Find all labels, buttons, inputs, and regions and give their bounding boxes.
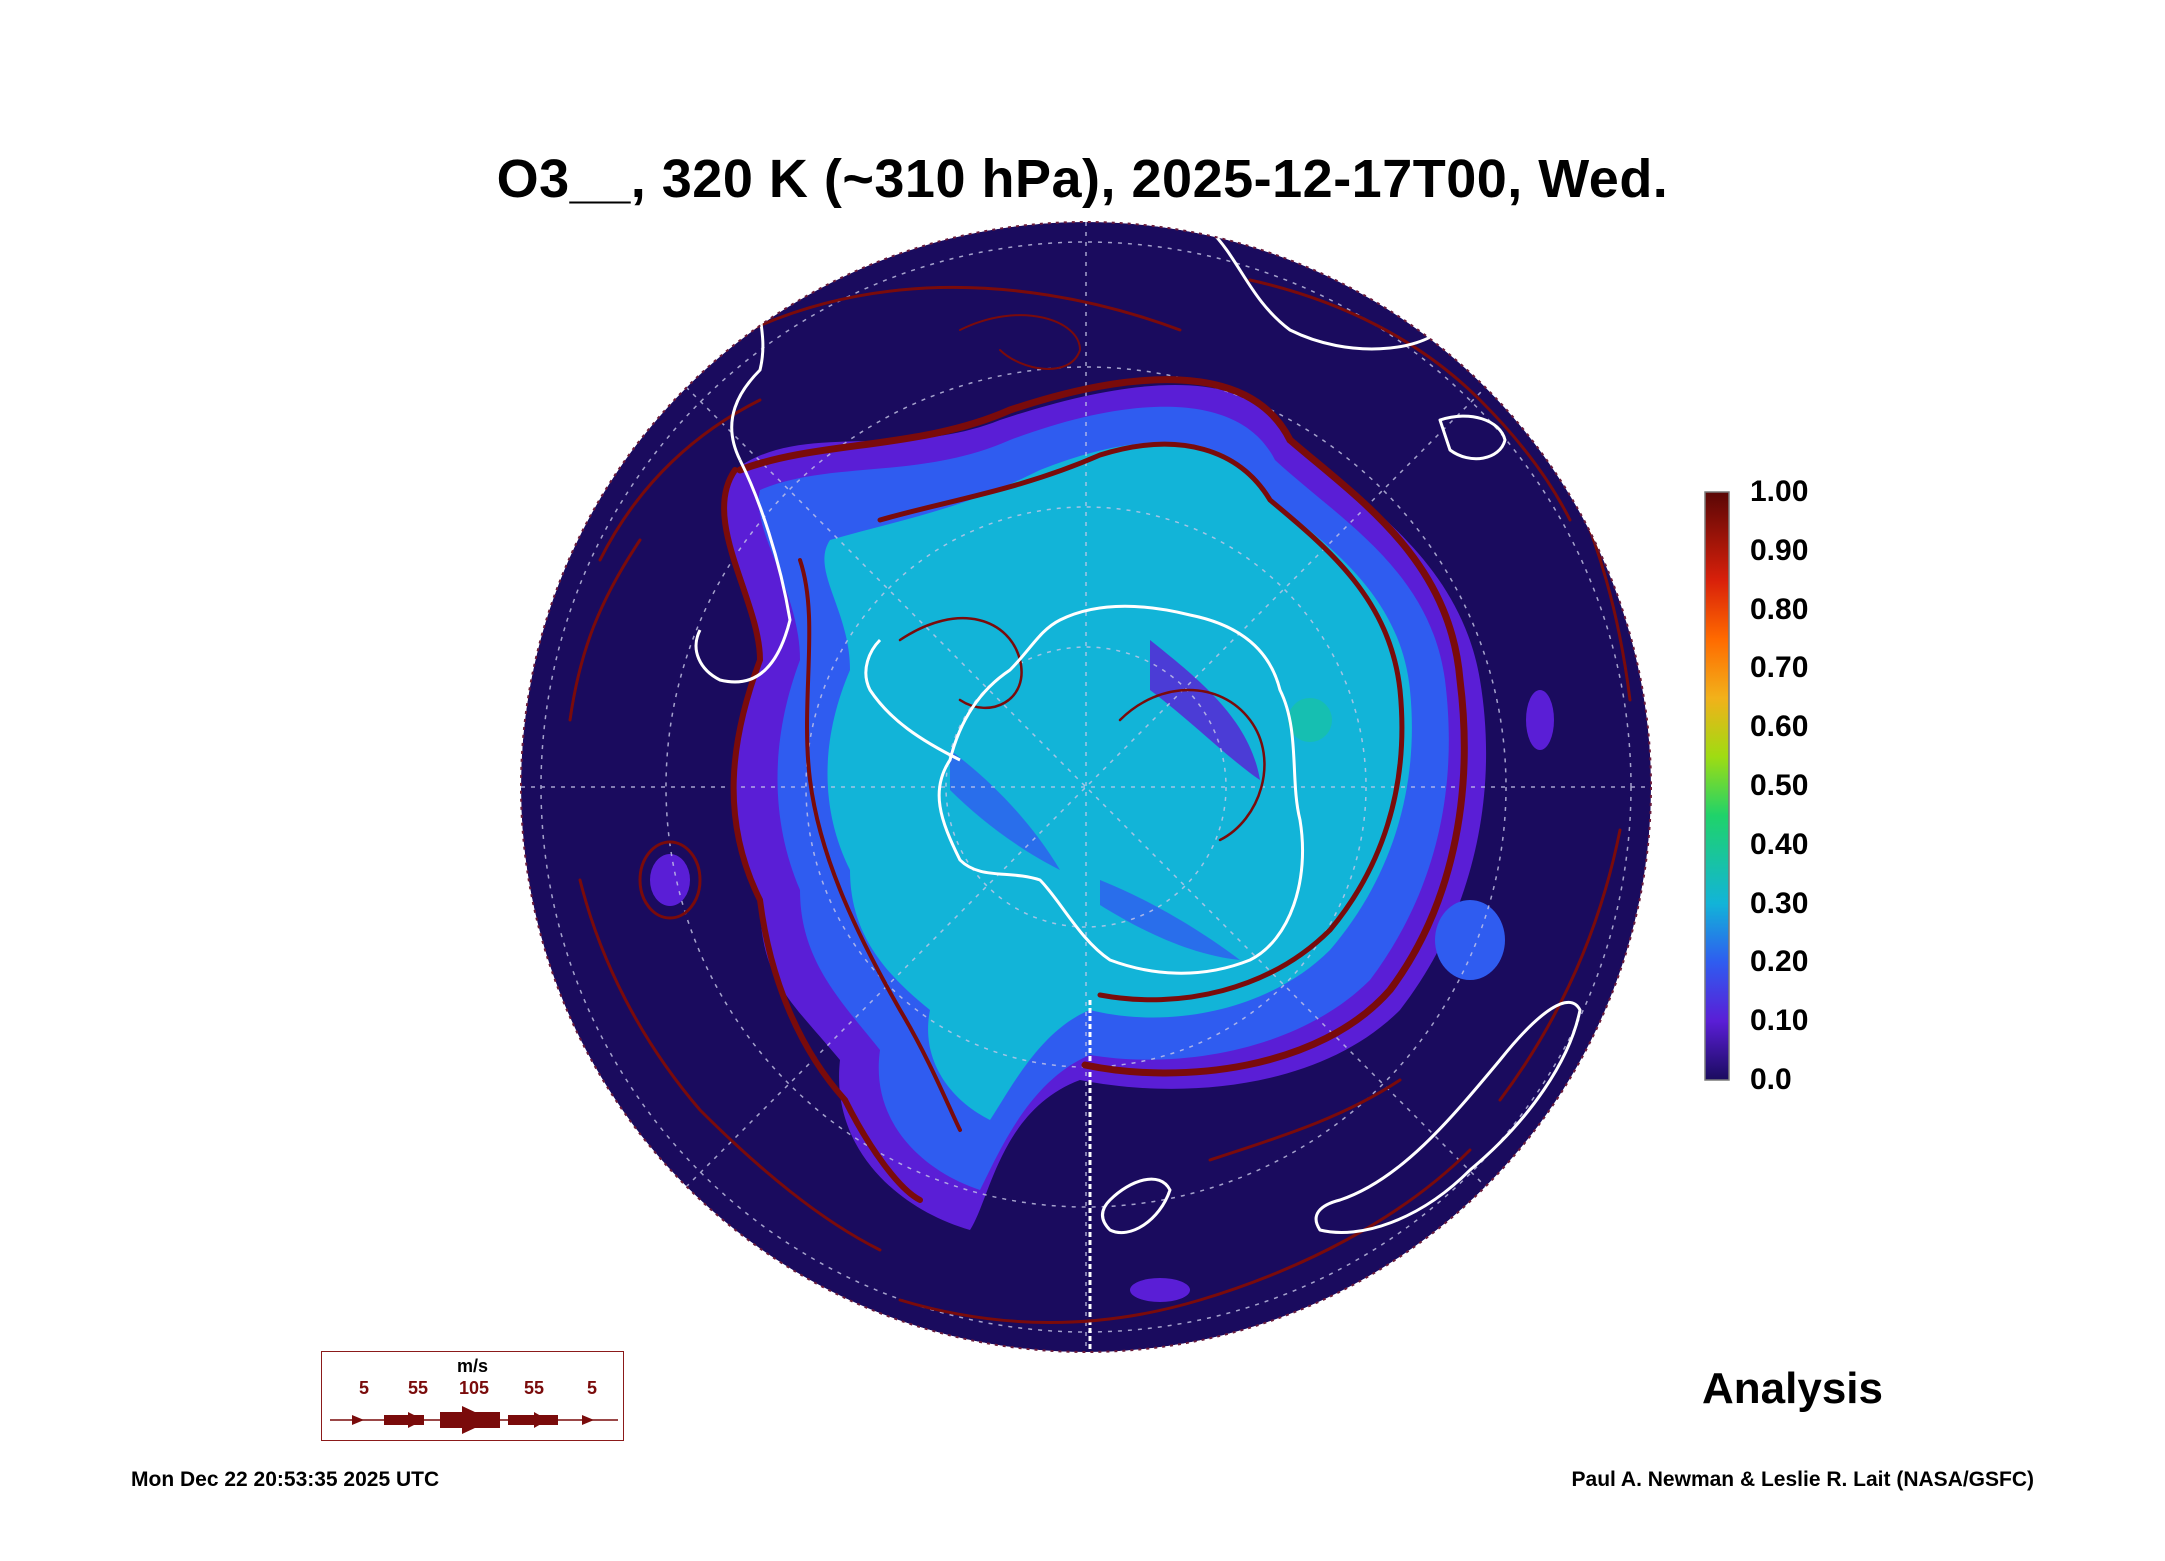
- map-title: O3__, 320 K (~310 hPa), 2025-12-17T00, W…: [496, 149, 1669, 209]
- colorbar-label: 0.20: [1750, 945, 1809, 978]
- analysis-label: Analysis: [1702, 1364, 1883, 1413]
- colorbar-label: 1.00: [1750, 475, 1809, 508]
- wind-legend-value: 5: [586, 1378, 598, 1398]
- wind-legend-units: m/s: [456, 1356, 489, 1376]
- map-border: [520, 221, 1652, 1353]
- colorbar-label: 0.30: [1750, 887, 1809, 920]
- colorbar-label: 0.10: [1750, 1004, 1809, 1037]
- colorbar-label: 0.90: [1750, 534, 1809, 567]
- wind-speed-legend: m/s 5 55 105 55 5: [321, 1351, 624, 1441]
- colorbar: [1704, 491, 1730, 1081]
- wind-legend-value: 55: [523, 1378, 545, 1398]
- colorbar-label: 0.70: [1750, 651, 1809, 684]
- colorbar-label: 0.80: [1750, 593, 1809, 626]
- colorbar-label: 0.0: [1750, 1063, 1792, 1096]
- colorbar-label: 0.50: [1750, 769, 1809, 802]
- wind-legend-value: 5: [358, 1378, 370, 1398]
- colorbar-label: 0.60: [1750, 710, 1809, 743]
- colorbar-label: 0.40: [1750, 828, 1809, 861]
- footer-credit: Paul A. Newman & Leslie R. Lait (NASA/GS…: [1571, 1468, 2034, 1491]
- wind-legend-value: 55: [407, 1378, 429, 1398]
- wind-legend-arrows: [330, 1406, 618, 1434]
- wind-legend-value: 105: [458, 1378, 490, 1398]
- footer-timestamp: Mon Dec 22 20:53:35 2025 UTC: [131, 1468, 440, 1491]
